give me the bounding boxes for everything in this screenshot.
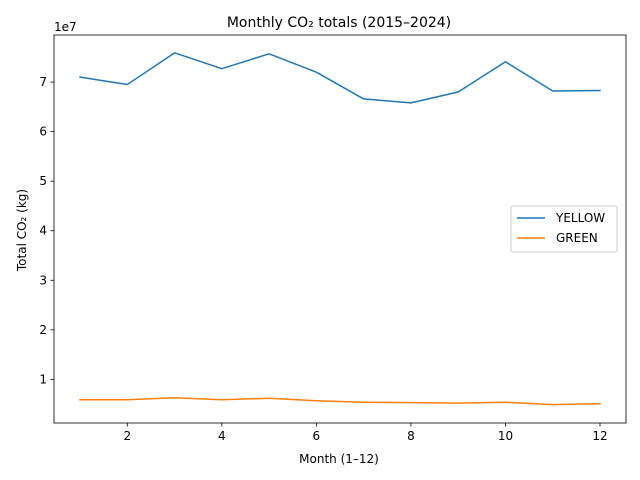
series-line-yellow	[79, 52, 601, 104]
y-tick-label: 1	[39, 372, 47, 386]
x-tick-label: 4	[218, 429, 226, 443]
x-axis-label: Month (1–12)	[299, 452, 379, 466]
chart-title: Monthly CO₂ totals (2015–2024)	[227, 15, 451, 31]
x-tick-label: 8	[407, 429, 415, 443]
axes-frame	[53, 34, 627, 424]
legend: YELLOW GREEN	[510, 205, 618, 253]
x-tick-label: 2	[123, 429, 131, 443]
series-line-green	[79, 396, 601, 406]
x-tick-label: 6	[313, 429, 321, 443]
y-tick-label: 3	[39, 273, 47, 287]
y-tick-label: 2	[39, 323, 47, 337]
y-tick-label: 5	[39, 174, 47, 188]
y-tick-label: 4	[39, 224, 47, 238]
x-tick-label: 10	[498, 429, 513, 443]
legend-label-yellow: YELLOW	[555, 211, 605, 225]
legend-label-green: GREEN	[556, 231, 598, 245]
y-tick-label: 6	[39, 125, 47, 139]
x-tick-label: 12	[592, 429, 607, 443]
y-axis-label: Total CO₂ (kg)	[15, 189, 29, 272]
y-tick-label: 7	[39, 75, 47, 89]
y-axis-offset-label: 1e7	[54, 20, 77, 34]
